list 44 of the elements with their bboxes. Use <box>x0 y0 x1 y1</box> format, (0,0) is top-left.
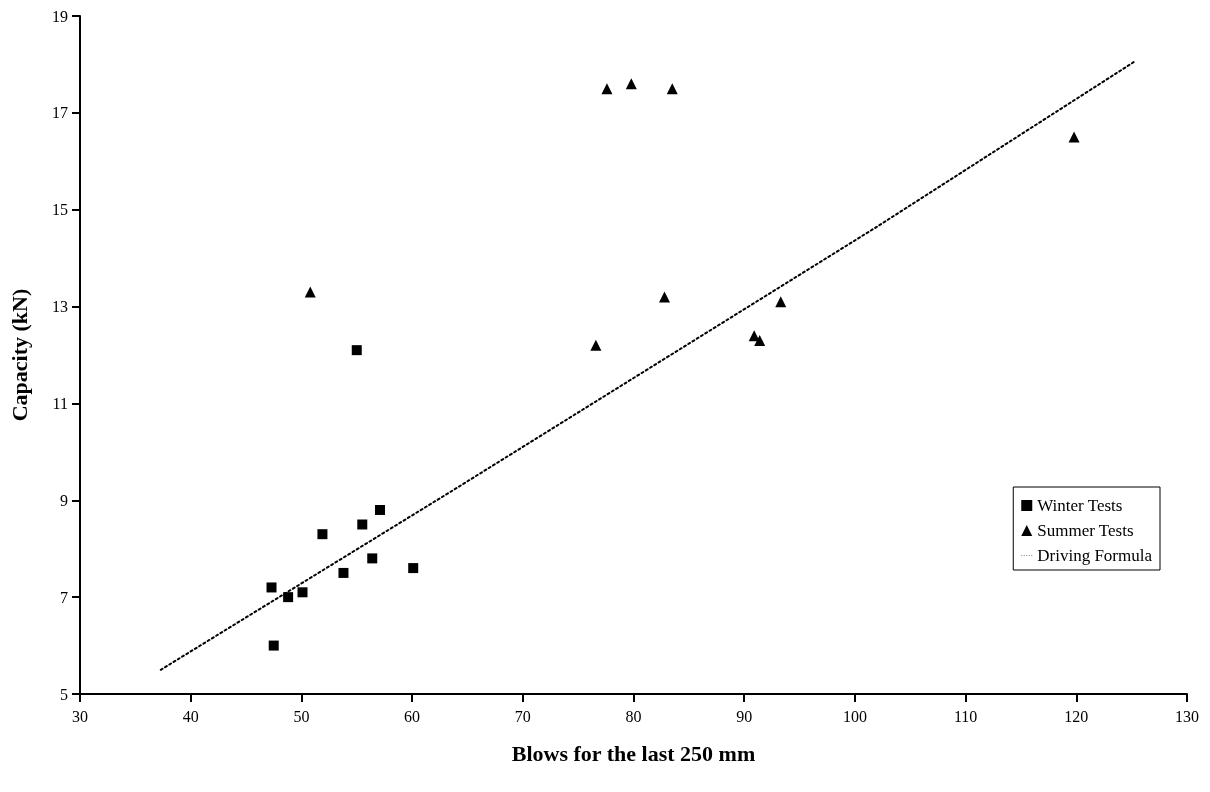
point <box>408 563 419 574</box>
point <box>754 334 766 346</box>
x-tick-label: 40 <box>182 707 199 725</box>
point <box>1068 131 1080 143</box>
x-tick-label: 130 <box>1175 707 1199 725</box>
point <box>625 78 637 90</box>
y-tick-label: 9 <box>60 491 68 509</box>
point <box>590 339 602 351</box>
x-tick-label: 60 <box>404 707 421 725</box>
point <box>338 567 349 578</box>
point <box>601 83 613 95</box>
y-tick-label: 13 <box>52 298 68 316</box>
x-tick-label: 30 <box>72 707 88 725</box>
x-tick-label: 90 <box>736 707 753 725</box>
point <box>351 345 362 356</box>
point <box>375 504 385 515</box>
y-tick-label: 17 <box>52 104 68 122</box>
point <box>268 640 279 651</box>
legend-label: Winter Tests <box>1037 496 1123 515</box>
point <box>283 592 294 603</box>
x-tick-label: 50 <box>293 707 310 725</box>
legend-label: Summer Tests <box>1037 521 1134 540</box>
point <box>666 83 678 95</box>
point <box>775 296 787 308</box>
y-tick-label: 11 <box>52 394 68 412</box>
point <box>304 286 316 298</box>
x-tick-label: 80 <box>625 707 642 725</box>
point <box>659 291 670 303</box>
y-tick-label: 7 <box>60 588 68 606</box>
y-axis-title: Capacity (kN) <box>6 288 32 422</box>
y-tick-label: 5 <box>60 685 68 703</box>
legend-label: Driving Formula <box>1037 546 1153 565</box>
x-tick-label: 110 <box>953 707 978 725</box>
y-tick-label: 15 <box>52 201 68 219</box>
point <box>297 587 308 598</box>
point <box>357 519 368 530</box>
point <box>317 529 328 540</box>
x-tick-label: 120 <box>1064 707 1089 725</box>
y-tick-label: 19 <box>52 7 68 25</box>
point <box>367 553 378 564</box>
x-tick-label: 100 <box>842 707 867 725</box>
point <box>266 582 277 593</box>
x-axis-title: Blows for the last 250 mm <box>511 740 756 766</box>
x-tick-label: 70 <box>514 707 531 725</box>
